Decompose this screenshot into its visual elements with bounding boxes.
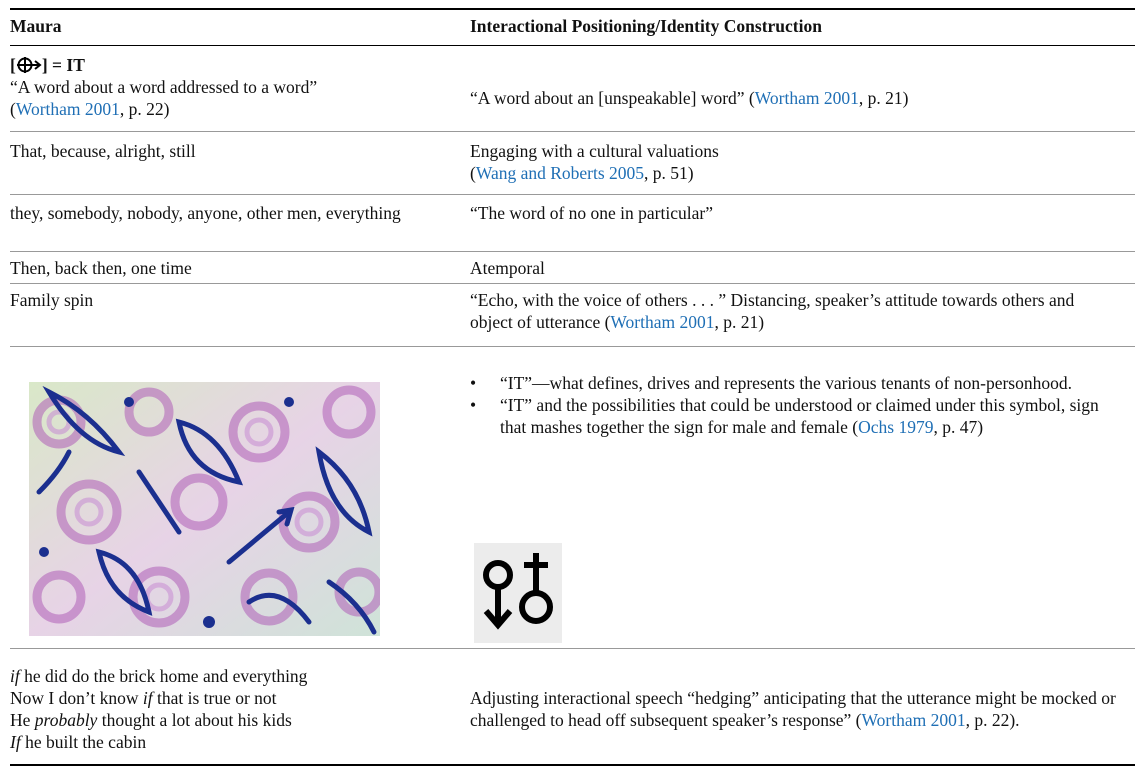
text: he did do the brick home and everything [19, 666, 308, 686]
symbol-icon [16, 57, 42, 73]
text: ( [470, 163, 476, 183]
row-rule [10, 346, 1135, 347]
text: [ [10, 55, 16, 75]
gender-symbol-icon [474, 543, 562, 643]
citation-link[interactable]: Wortham 2001 [15, 99, 120, 119]
bottom-rule [10, 764, 1135, 766]
citation-link[interactable]: Wortham 2001 [754, 88, 859, 108]
cell: they, somebody, nobody, anyone, other me… [10, 203, 401, 223]
text: “IT” and the possibilities that could be… [500, 395, 1099, 437]
emphasis: if [142, 688, 153, 708]
bullet-item: “IT”—what defines, drives and represents… [470, 372, 1110, 394]
header-cell: Interactional Positioning/Identity Const… [470, 16, 822, 36]
text: , p. 47) [933, 417, 984, 437]
line: If he built the cabin [10, 731, 460, 753]
text: thought a lot about his kids [97, 710, 292, 730]
header-cell: Maura [10, 16, 62, 36]
bullet-item: “IT” and the possibilities that could be… [470, 394, 1110, 438]
text: “A word about an [unspeakable] word” ( [470, 88, 755, 108]
row-rule [10, 283, 1135, 284]
cell: [ ] = IT “A word about a word addressed t… [10, 54, 460, 120]
cell: Engaging with a cultural valuations (Wan… [470, 140, 1135, 184]
text: , p. 22). [965, 710, 1020, 730]
cell: Adjusting interactional speech “hedging”… [470, 687, 1135, 731]
text: ] = IT [41, 55, 85, 75]
citation-link[interactable]: Wang and Roberts 2005 [475, 163, 645, 183]
line: (Wang and Roberts 2005, p. 51) [470, 162, 1135, 184]
emphasis: If [10, 732, 21, 752]
text: “Echo, with the voice of others . . . ” … [470, 290, 1075, 332]
cell: Family spin [10, 290, 94, 310]
text: , p. 21) [858, 88, 909, 108]
line: if he did do the brick home and everythi… [10, 665, 460, 687]
cell: “IT”—what defines, drives and represents… [470, 372, 1110, 438]
row-rule [10, 648, 1135, 649]
cell: “The word of no one in particular” [470, 203, 713, 223]
text: , p. 22) [119, 99, 170, 119]
text: Now I don’t know [10, 688, 143, 708]
citation-link[interactable]: Ochs 1979 [858, 417, 934, 437]
citation-link[interactable]: Wortham 2001 [861, 710, 966, 730]
row-rule [10, 194, 1135, 195]
text: Adjusting interactional speech “hedging”… [470, 688, 1116, 730]
emphasis: if [10, 666, 20, 686]
line: (Wortham 2001, p. 22) [10, 98, 460, 120]
text: he built the cabin [20, 732, 147, 752]
text: , p. 51) [644, 163, 694, 183]
row-rule [10, 131, 1135, 132]
text: ( [10, 99, 16, 119]
text: He [10, 710, 35, 730]
line: He probably thought a lot about his kids [10, 709, 460, 731]
text: , p. 21) [714, 312, 765, 332]
emphasis: probably [34, 710, 98, 730]
bullet-list: “IT”—what defines, drives and represents… [470, 372, 1110, 438]
citation-link[interactable]: Wortham 2001 [610, 312, 715, 332]
cell: Atemporal [470, 258, 545, 278]
line: “A word about a word addressed to a word… [10, 77, 318, 97]
cell: “A word about an [unspeakable] word” (Wo… [470, 87, 1135, 109]
line: [ ] = IT [10, 54, 460, 76]
line: Now I don’t know if that is true or not [10, 687, 460, 709]
cell: if he did do the brick home and everythi… [10, 665, 460, 753]
cell: That, because, alright, still [10, 141, 196, 161]
cell: “Echo, with the voice of others . . . ” … [470, 289, 1090, 333]
painting-image [29, 382, 380, 636]
row-rule [10, 251, 1135, 252]
line: Engaging with a cultural valuations [470, 141, 719, 161]
cell: Then, back then, one time [10, 258, 192, 278]
top-rule [10, 8, 1135, 10]
text: that is true or not [152, 688, 277, 708]
header-rule [10, 45, 1135, 46]
